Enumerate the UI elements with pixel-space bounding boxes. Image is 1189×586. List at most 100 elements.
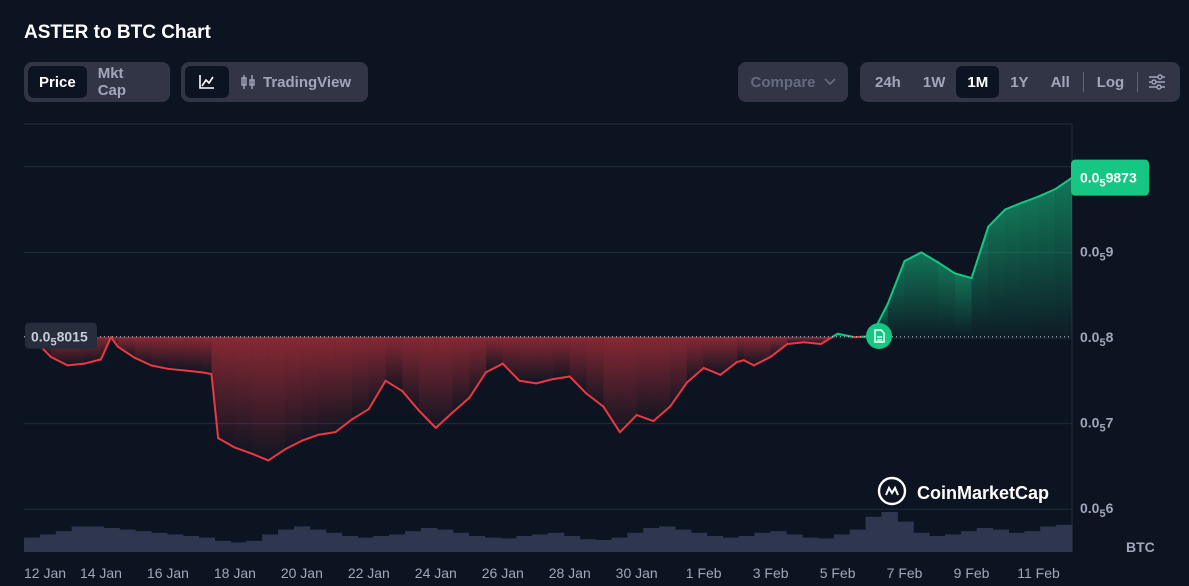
volume-bar — [500, 538, 517, 552]
price-line-segment — [987, 208, 1007, 228]
price-line-segment — [903, 251, 923, 262]
area-fill-down — [167, 336, 185, 371]
volume-bar — [1024, 531, 1041, 552]
area-fill-down — [653, 336, 671, 422]
coinmarketcap-wordmark: CoinMarketCap — [917, 483, 1049, 503]
area-fill-up — [988, 209, 1006, 337]
line-chart-button[interactable] — [185, 66, 229, 98]
volume-bar — [373, 536, 390, 552]
price-tab[interactable]: Price — [28, 66, 87, 98]
volume-bar — [341, 536, 358, 552]
x-tick-label: 20 Jan — [281, 565, 323, 581]
area-fill-down — [770, 336, 788, 357]
volume-bar — [309, 529, 327, 552]
range-24h[interactable]: 24h — [875, 73, 901, 91]
price-line-segment — [568, 375, 588, 395]
y-tick-label: 0.056 — [1080, 500, 1114, 520]
volume-bar — [166, 534, 184, 552]
area-fill-down — [536, 336, 553, 384]
price-line-segment — [200, 371, 213, 375]
volume-bar — [992, 529, 1009, 552]
area-fill-down — [619, 336, 637, 433]
area-fill-down — [586, 336, 604, 407]
area-fill-down — [352, 336, 369, 420]
area-fill-down — [737, 336, 744, 362]
price-line-segment — [133, 356, 153, 367]
price-line-segment — [267, 448, 287, 462]
chart-title: ASTER to BTC Chart — [24, 22, 211, 43]
area-fill-down — [335, 336, 353, 433]
range-all[interactable]: All — [1050, 73, 1070, 91]
price-line-segment — [434, 411, 454, 429]
log-scale-button[interactable]: Log — [1096, 73, 1125, 91]
price-line-segment — [953, 272, 973, 280]
area-fill-up — [1038, 189, 1056, 337]
range-1y[interactable]: 1Y — [1010, 73, 1029, 91]
x-tick-label: 28 Jan — [549, 565, 591, 581]
x-tick-label: 3 Feb — [753, 565, 789, 581]
area-fill-down — [184, 336, 202, 373]
price-line-segment — [83, 358, 102, 365]
price-line-segment — [1037, 188, 1057, 198]
price-line-segment — [501, 362, 521, 382]
price-line-segment — [819, 335, 834, 345]
mkt-cap-tab[interactable]: Mkt Cap — [97, 65, 127, 99]
area-fill-up — [971, 226, 989, 337]
volume-bar — [738, 536, 755, 552]
divider — [1137, 72, 1139, 92]
y-unit-label: BTC — [1126, 539, 1155, 555]
chart-style-toggle: TradingView — [181, 62, 368, 102]
area-fill-up — [887, 260, 905, 337]
price-line-segment — [300, 433, 320, 442]
price-line-segment — [116, 345, 136, 359]
current-price-badge — [1071, 159, 1149, 196]
volume-bar — [214, 540, 231, 552]
price-line-segment — [803, 341, 822, 345]
range-1w[interactable]: 1W — [922, 73, 946, 91]
area-fill-down — [452, 336, 470, 413]
volume-bar — [24, 537, 41, 552]
price-line-segment — [618, 414, 638, 434]
volume-bar — [786, 534, 803, 552]
area-fill-up — [1005, 202, 1022, 337]
price-line-segment — [317, 431, 337, 436]
volume-bar — [897, 521, 914, 552]
price-line-segment — [786, 341, 806, 345]
price-line-segment — [736, 359, 745, 363]
volume-bar — [278, 529, 295, 552]
area-fill-down — [251, 336, 269, 461]
compare-dropdown[interactable]: Compare — [738, 62, 848, 102]
price-line-segment — [183, 369, 203, 374]
y-tick-label: 0.058 — [1080, 329, 1114, 349]
area-fill-down — [151, 336, 168, 369]
area-fill-down — [234, 336, 252, 454]
price-line-segment — [719, 360, 739, 376]
volume-bar — [595, 540, 613, 552]
chart-settings-button[interactable] — [1140, 66, 1174, 98]
compare-label: Compare — [750, 73, 816, 91]
range-1m[interactable]: 1M — [956, 66, 1000, 98]
area-fill-down — [486, 336, 503, 373]
tradingview-button[interactable]: TradingView — [229, 66, 362, 98]
x-tick-label: 24 Jan — [415, 565, 457, 581]
price-line-segment — [401, 390, 421, 412]
area-fill-down — [268, 336, 286, 461]
price-line-segment — [535, 378, 554, 385]
volume-bar — [659, 526, 676, 552]
price-line-segment — [836, 332, 854, 338]
volume-bar — [103, 528, 120, 552]
price-line-segment — [250, 452, 270, 462]
volume-bar — [675, 529, 692, 552]
price-line-segment — [752, 355, 772, 367]
x-tick-label: 1 Feb — [686, 565, 722, 581]
volume-bar — [833, 534, 851, 552]
volume-bar — [611, 537, 628, 552]
area-fill-up — [1021, 196, 1039, 337]
volume-bar — [357, 537, 374, 552]
x-tick-label: 14 Jan — [80, 565, 122, 581]
price-line-segment — [742, 359, 755, 367]
time-range-selector: 24h 1W 1M 1Y All Log — [860, 62, 1180, 102]
x-tick-label: 18 Jan — [214, 565, 256, 581]
volume-bar — [71, 526, 89, 552]
price-line-segment — [384, 379, 404, 393]
